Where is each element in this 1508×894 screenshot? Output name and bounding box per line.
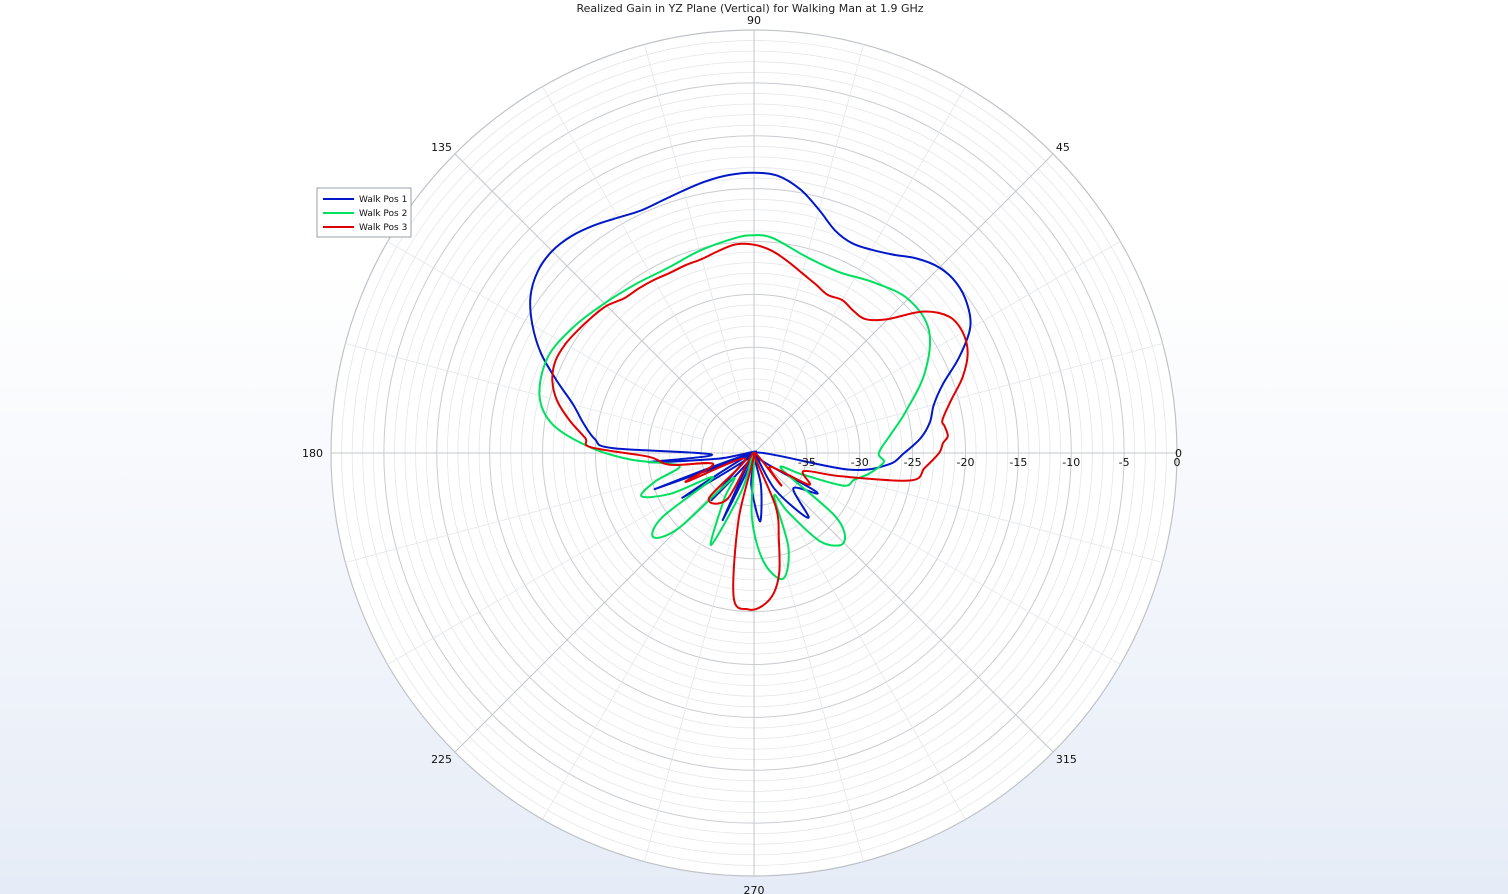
series-line-walk-pos-1: [529, 171, 972, 523]
minor-spoke: [542, 498, 728, 820]
minor-spoke: [644, 44, 741, 403]
r-tick-label: -25: [904, 456, 922, 469]
angle-label-225: 225: [431, 753, 452, 766]
angle-label-135: 135: [431, 141, 452, 154]
r-tick-label: -30: [851, 456, 869, 469]
legend-label: Walk Pos 3: [359, 223, 407, 233]
legend: Walk Pos 1 Walk Pos 2 Walk Pos 3: [316, 187, 412, 238]
series-line-walk-pos-2: [538, 234, 932, 581]
minor-spoke: [780, 86, 966, 408]
legend-label: Walk Pos 1: [359, 195, 407, 205]
minor-spoke: [387, 479, 709, 665]
major-spoke: [753, 153, 1054, 454]
angle-label-315: 315: [1056, 753, 1077, 766]
r-tick-label: -35: [798, 456, 816, 469]
minor-spoke: [767, 503, 864, 862]
minor-spoke: [644, 503, 741, 862]
series-line-walk-pos-3: [551, 242, 969, 611]
minor-spoke: [780, 498, 966, 820]
minor-spoke: [542, 86, 728, 408]
r-tick-label: -20: [957, 456, 975, 469]
axis-labels: 0 45 90 135 180 225 270 315 -35 -30 -25 -20 -15 -10 -5…: [302, 14, 1182, 894]
angle-label-0: 0: [1175, 447, 1182, 460]
minor-spoke: [799, 479, 1121, 665]
legend-label: Walk Pos 2: [359, 209, 407, 219]
angle-label-180: 180: [302, 447, 323, 460]
major-spoke: [454, 452, 755, 753]
minor-spoke: [387, 241, 709, 427]
minor-spoke: [804, 343, 1163, 440]
angle-label-45: 45: [1056, 141, 1070, 154]
series-layer: [529, 171, 972, 611]
minor-spoke: [799, 241, 1121, 427]
r-tick-label: -5: [1119, 456, 1130, 469]
minor-spoke: [767, 44, 864, 403]
angle-label-270: 270: [744, 884, 765, 894]
r-tick-label: -10: [1062, 456, 1080, 469]
r-tick-label: 0: [1174, 456, 1181, 469]
minor-spoke: [345, 466, 704, 563]
angle-label-90: 90: [747, 14, 761, 27]
minor-spoke: [345, 343, 704, 440]
minor-spoke: [804, 466, 1163, 563]
r-tick-label: -15: [1009, 456, 1027, 469]
major-spoke: [753, 452, 1054, 753]
chart-title: Realized Gain in YZ Plane (Vertical) for…: [576, 2, 923, 15]
